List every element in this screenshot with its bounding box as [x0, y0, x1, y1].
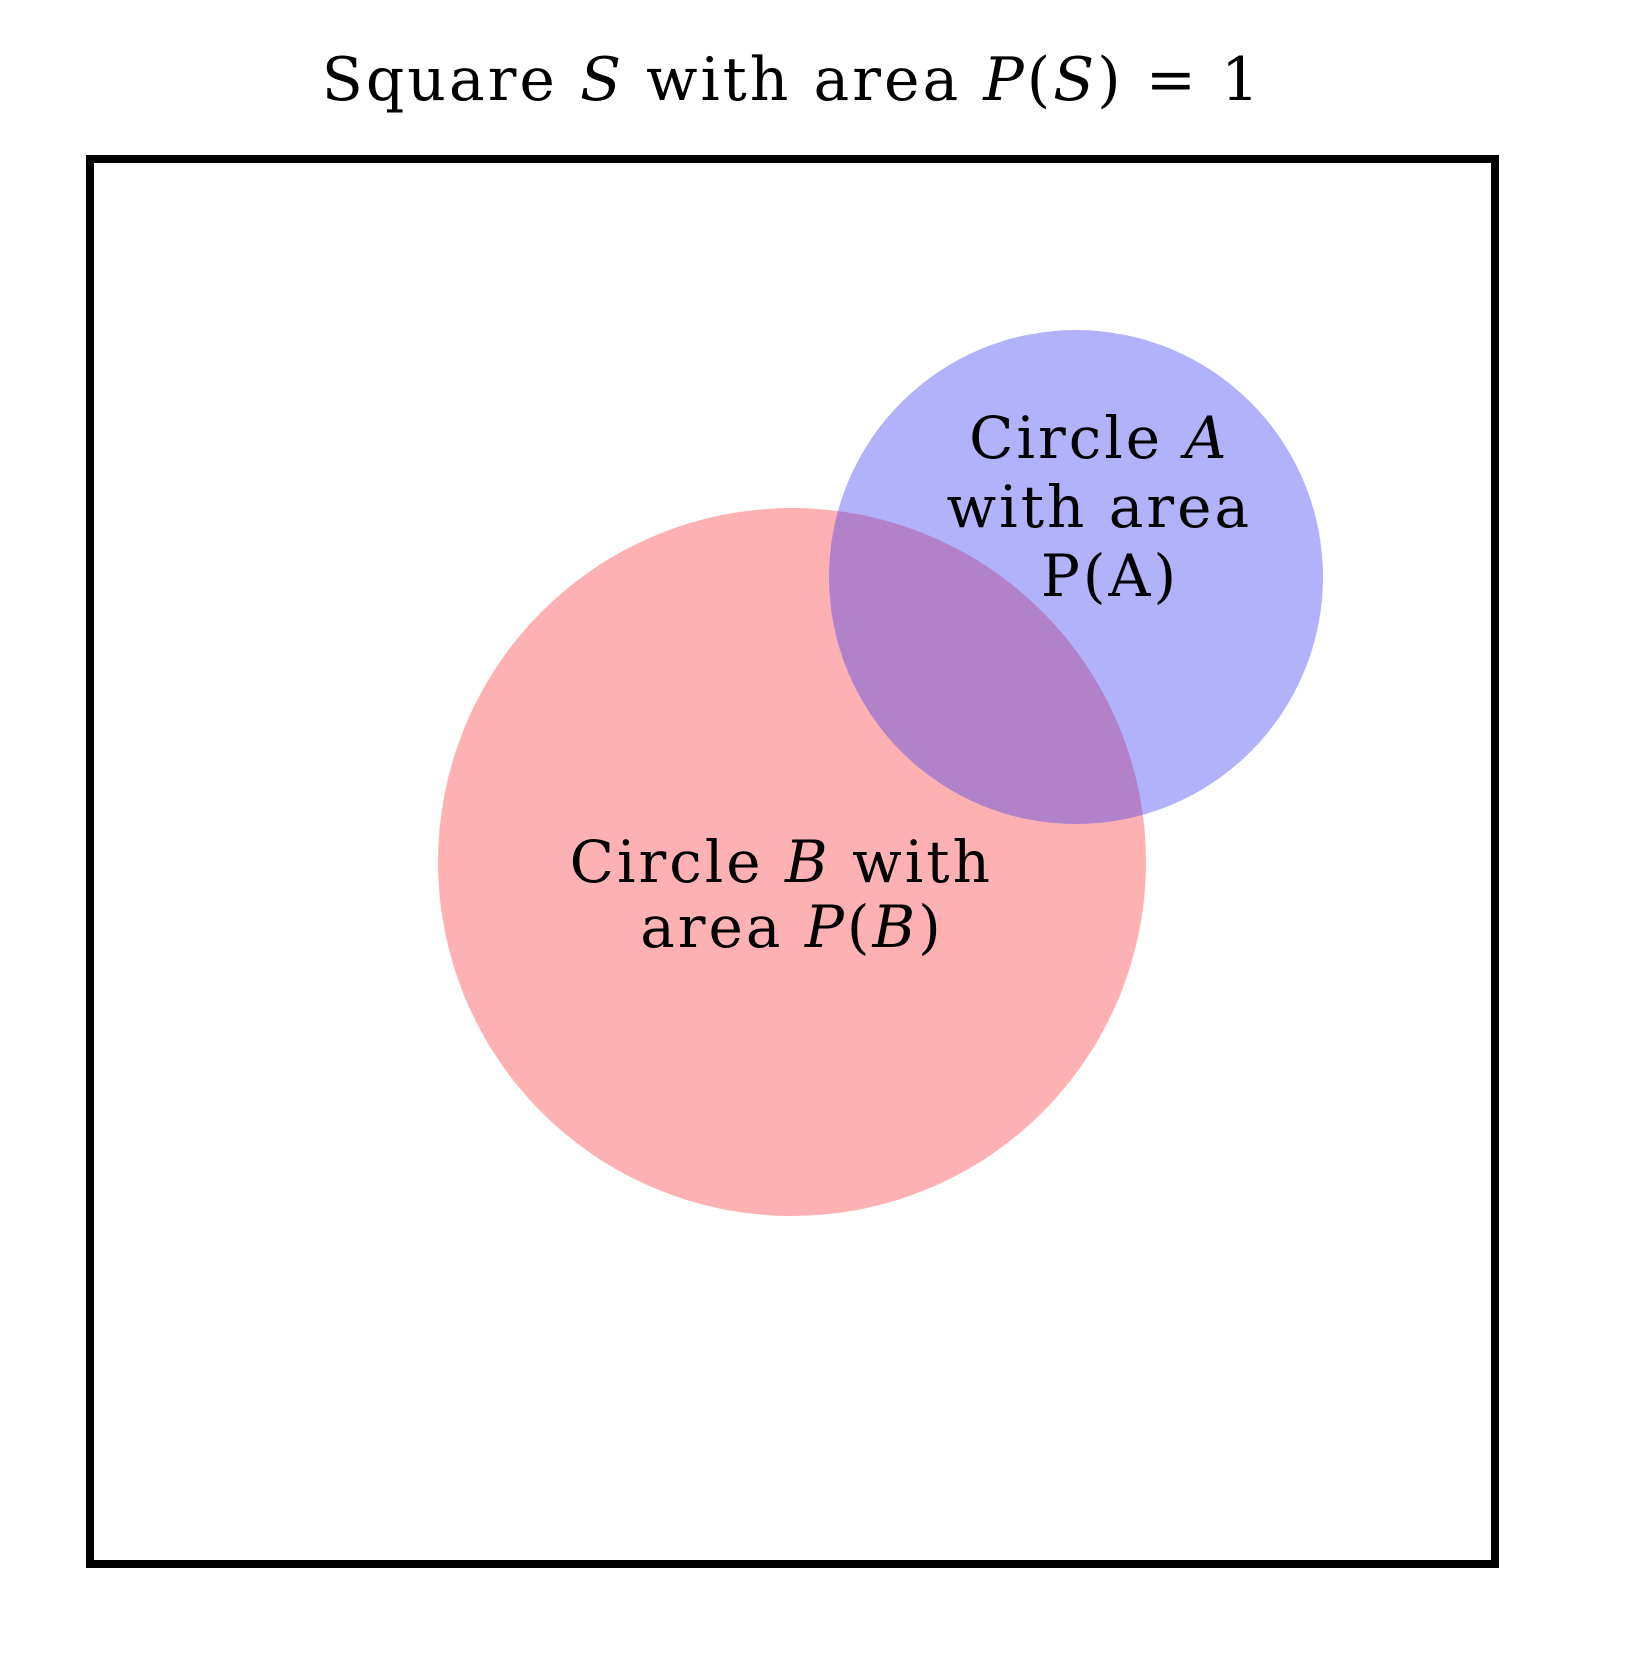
- circle-a-label-line1: Circle A: [969, 404, 1229, 472]
- title-set-symbol-2: S: [1053, 45, 1097, 115]
- title-middle: with area: [624, 45, 983, 115]
- circle-a-label: Circle A with area P(A): [947, 404, 1274, 610]
- title-set-symbol: S: [580, 45, 624, 115]
- circle-b-symbol: B: [784, 828, 831, 896]
- diagram-title: Square S with area P(S) = 1: [322, 45, 1262, 115]
- circle-a-label-line2: with area: [947, 473, 1253, 541]
- title-prefix: Square: [322, 45, 580, 115]
- circle-b-label-line2: area P(B): [640, 893, 944, 961]
- circle-a-symbol: A: [1180, 404, 1230, 472]
- circle-b-symbol-2: B: [872, 893, 919, 961]
- title-open-paren: (: [1027, 45, 1053, 115]
- circle-a-label-line3: P(A): [1041, 542, 1179, 610]
- title-prob-symbol: P: [982, 45, 1026, 115]
- circle-b-label: Circle B with area P(B): [570, 828, 1015, 961]
- title-suffix: ) = 1: [1097, 45, 1262, 115]
- square-s: [86, 155, 1499, 1568]
- circle-b-label-line1: Circle B with: [570, 828, 993, 896]
